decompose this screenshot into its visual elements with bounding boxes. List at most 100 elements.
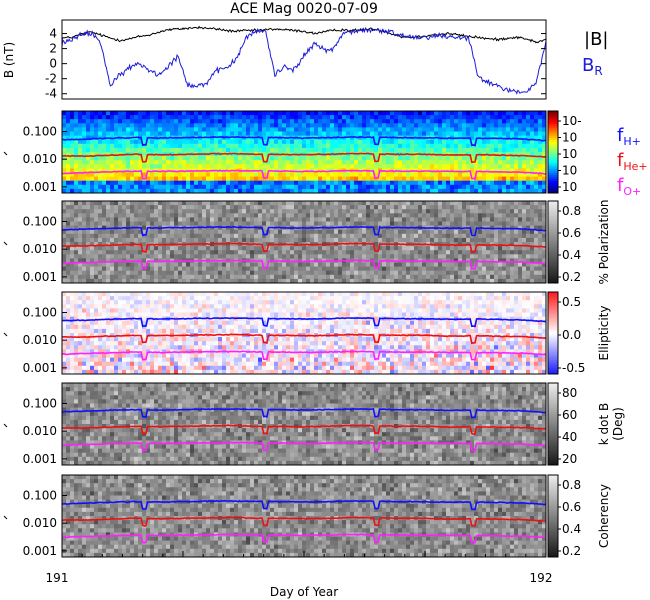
plot-area-field bbox=[62, 20, 546, 99]
heatmap-cell bbox=[518, 270, 523, 276]
heatmap-cell bbox=[110, 127, 115, 132]
heatmap-cell bbox=[498, 188, 503, 194]
heatmap-cell bbox=[322, 262, 327, 267]
heatmap-cell bbox=[486, 242, 491, 247]
heatmap-cell bbox=[78, 262, 83, 267]
heatmap-cell bbox=[526, 172, 531, 177]
heatmap-cell bbox=[374, 123, 379, 128]
heatmap-cell bbox=[178, 278, 183, 284]
heatmap-cell bbox=[234, 123, 239, 128]
heatmap-cell bbox=[406, 254, 411, 259]
heatmap-cell bbox=[134, 250, 139, 255]
heatmap-cell bbox=[530, 139, 535, 145]
heatmap-cell bbox=[426, 123, 431, 128]
heatmap-cell bbox=[226, 180, 231, 186]
heatmap-cell bbox=[62, 254, 67, 259]
heatmap-cell bbox=[290, 246, 295, 251]
heatmap-cell bbox=[242, 176, 247, 182]
heatmap-cell bbox=[90, 246, 95, 251]
heatmap-cell bbox=[270, 164, 275, 169]
heatmap-cell bbox=[74, 111, 79, 116]
heatmap-cell bbox=[298, 221, 303, 226]
heatmap-cell bbox=[222, 233, 227, 239]
heatmap-cell bbox=[238, 278, 243, 284]
heatmap-cell bbox=[510, 262, 515, 267]
heatmap-cell bbox=[338, 131, 343, 136]
heatmap-cell bbox=[502, 160, 507, 165]
heatmap-cell bbox=[202, 188, 207, 194]
heatmap-cell bbox=[230, 127, 235, 132]
heatmap-cell bbox=[186, 119, 191, 124]
heatmap-cell bbox=[430, 184, 435, 190]
heatmap-cell bbox=[338, 123, 343, 128]
heatmap-cell bbox=[350, 188, 355, 194]
heatmap-cell bbox=[254, 123, 259, 128]
heatmap-cell bbox=[522, 262, 527, 267]
heatmap-cell bbox=[222, 274, 227, 280]
heatmap-cell bbox=[138, 115, 143, 120]
heatmap-cell bbox=[302, 111, 307, 116]
heatmap-cell bbox=[278, 246, 283, 251]
heatmap-cell bbox=[414, 274, 419, 280]
heatmap-cell bbox=[118, 262, 123, 267]
heatmap-cell bbox=[526, 156, 531, 161]
heatmap-cell bbox=[334, 119, 339, 124]
heatmap-cell bbox=[426, 229, 431, 235]
heatmap-cell bbox=[206, 246, 211, 251]
heatmap-cell bbox=[134, 143, 139, 149]
heatmap-cell bbox=[202, 164, 207, 169]
heatmap-cell bbox=[306, 164, 311, 169]
heatmap-cell bbox=[90, 221, 95, 226]
heatmap-cell bbox=[318, 184, 323, 190]
heatmap-cell bbox=[258, 188, 263, 194]
heatmap-cell bbox=[102, 242, 107, 247]
heatmap-cell bbox=[94, 246, 99, 251]
heatmap-cell bbox=[430, 164, 435, 169]
heatmap-cell bbox=[350, 111, 355, 116]
heatmap-cell bbox=[98, 160, 103, 165]
heatmap-cell bbox=[522, 278, 527, 284]
heatmap-cell bbox=[94, 221, 99, 226]
heatmap-cell bbox=[374, 184, 379, 190]
heatmap-cell bbox=[426, 221, 431, 226]
heatmap-cell bbox=[462, 111, 467, 116]
heatmap-cell bbox=[238, 119, 243, 124]
heatmap-cell bbox=[86, 147, 91, 153]
heatmap-cell bbox=[254, 180, 259, 186]
heatmap-cell bbox=[282, 278, 287, 284]
heatmap-cell bbox=[258, 172, 263, 177]
heatmap-cell bbox=[542, 229, 547, 235]
heatmap-cell bbox=[102, 254, 107, 259]
heatmap-cell bbox=[466, 233, 471, 239]
heatmap-cell bbox=[526, 254, 531, 259]
heatmap-cell bbox=[214, 250, 219, 255]
heatmap-cell bbox=[114, 152, 119, 157]
heatmap-cell bbox=[410, 184, 415, 190]
heatmap-cell bbox=[426, 180, 431, 186]
heatmap-cell bbox=[122, 221, 127, 226]
heatmap-cell bbox=[82, 135, 87, 141]
heatmap-cell bbox=[470, 225, 475, 231]
heatmap-cell bbox=[78, 152, 83, 157]
heatmap-cell bbox=[414, 246, 419, 251]
heatmap-cell bbox=[414, 254, 419, 259]
heatmap-cell bbox=[306, 250, 311, 255]
heatmap-cell bbox=[330, 172, 335, 177]
heatmap-cell bbox=[522, 229, 527, 235]
heatmap-cell bbox=[398, 176, 403, 182]
heatmap-cell bbox=[126, 131, 131, 136]
heatmap-cell bbox=[186, 111, 191, 116]
heatmap-cell bbox=[506, 254, 511, 259]
heatmap-cell bbox=[366, 115, 371, 120]
heatmap-cell bbox=[370, 119, 375, 124]
heatmap-cell bbox=[482, 201, 487, 206]
heatmap-cell bbox=[354, 250, 359, 255]
heatmap-cell bbox=[286, 164, 291, 169]
heatmap-cell bbox=[338, 213, 343, 218]
heatmap-cell bbox=[426, 119, 431, 124]
heatmap-cell bbox=[358, 123, 363, 128]
heatmap-cell bbox=[226, 254, 231, 259]
heatmap-cell bbox=[182, 237, 187, 243]
heatmap-cell bbox=[486, 233, 491, 239]
heatmap-cell bbox=[330, 123, 335, 128]
